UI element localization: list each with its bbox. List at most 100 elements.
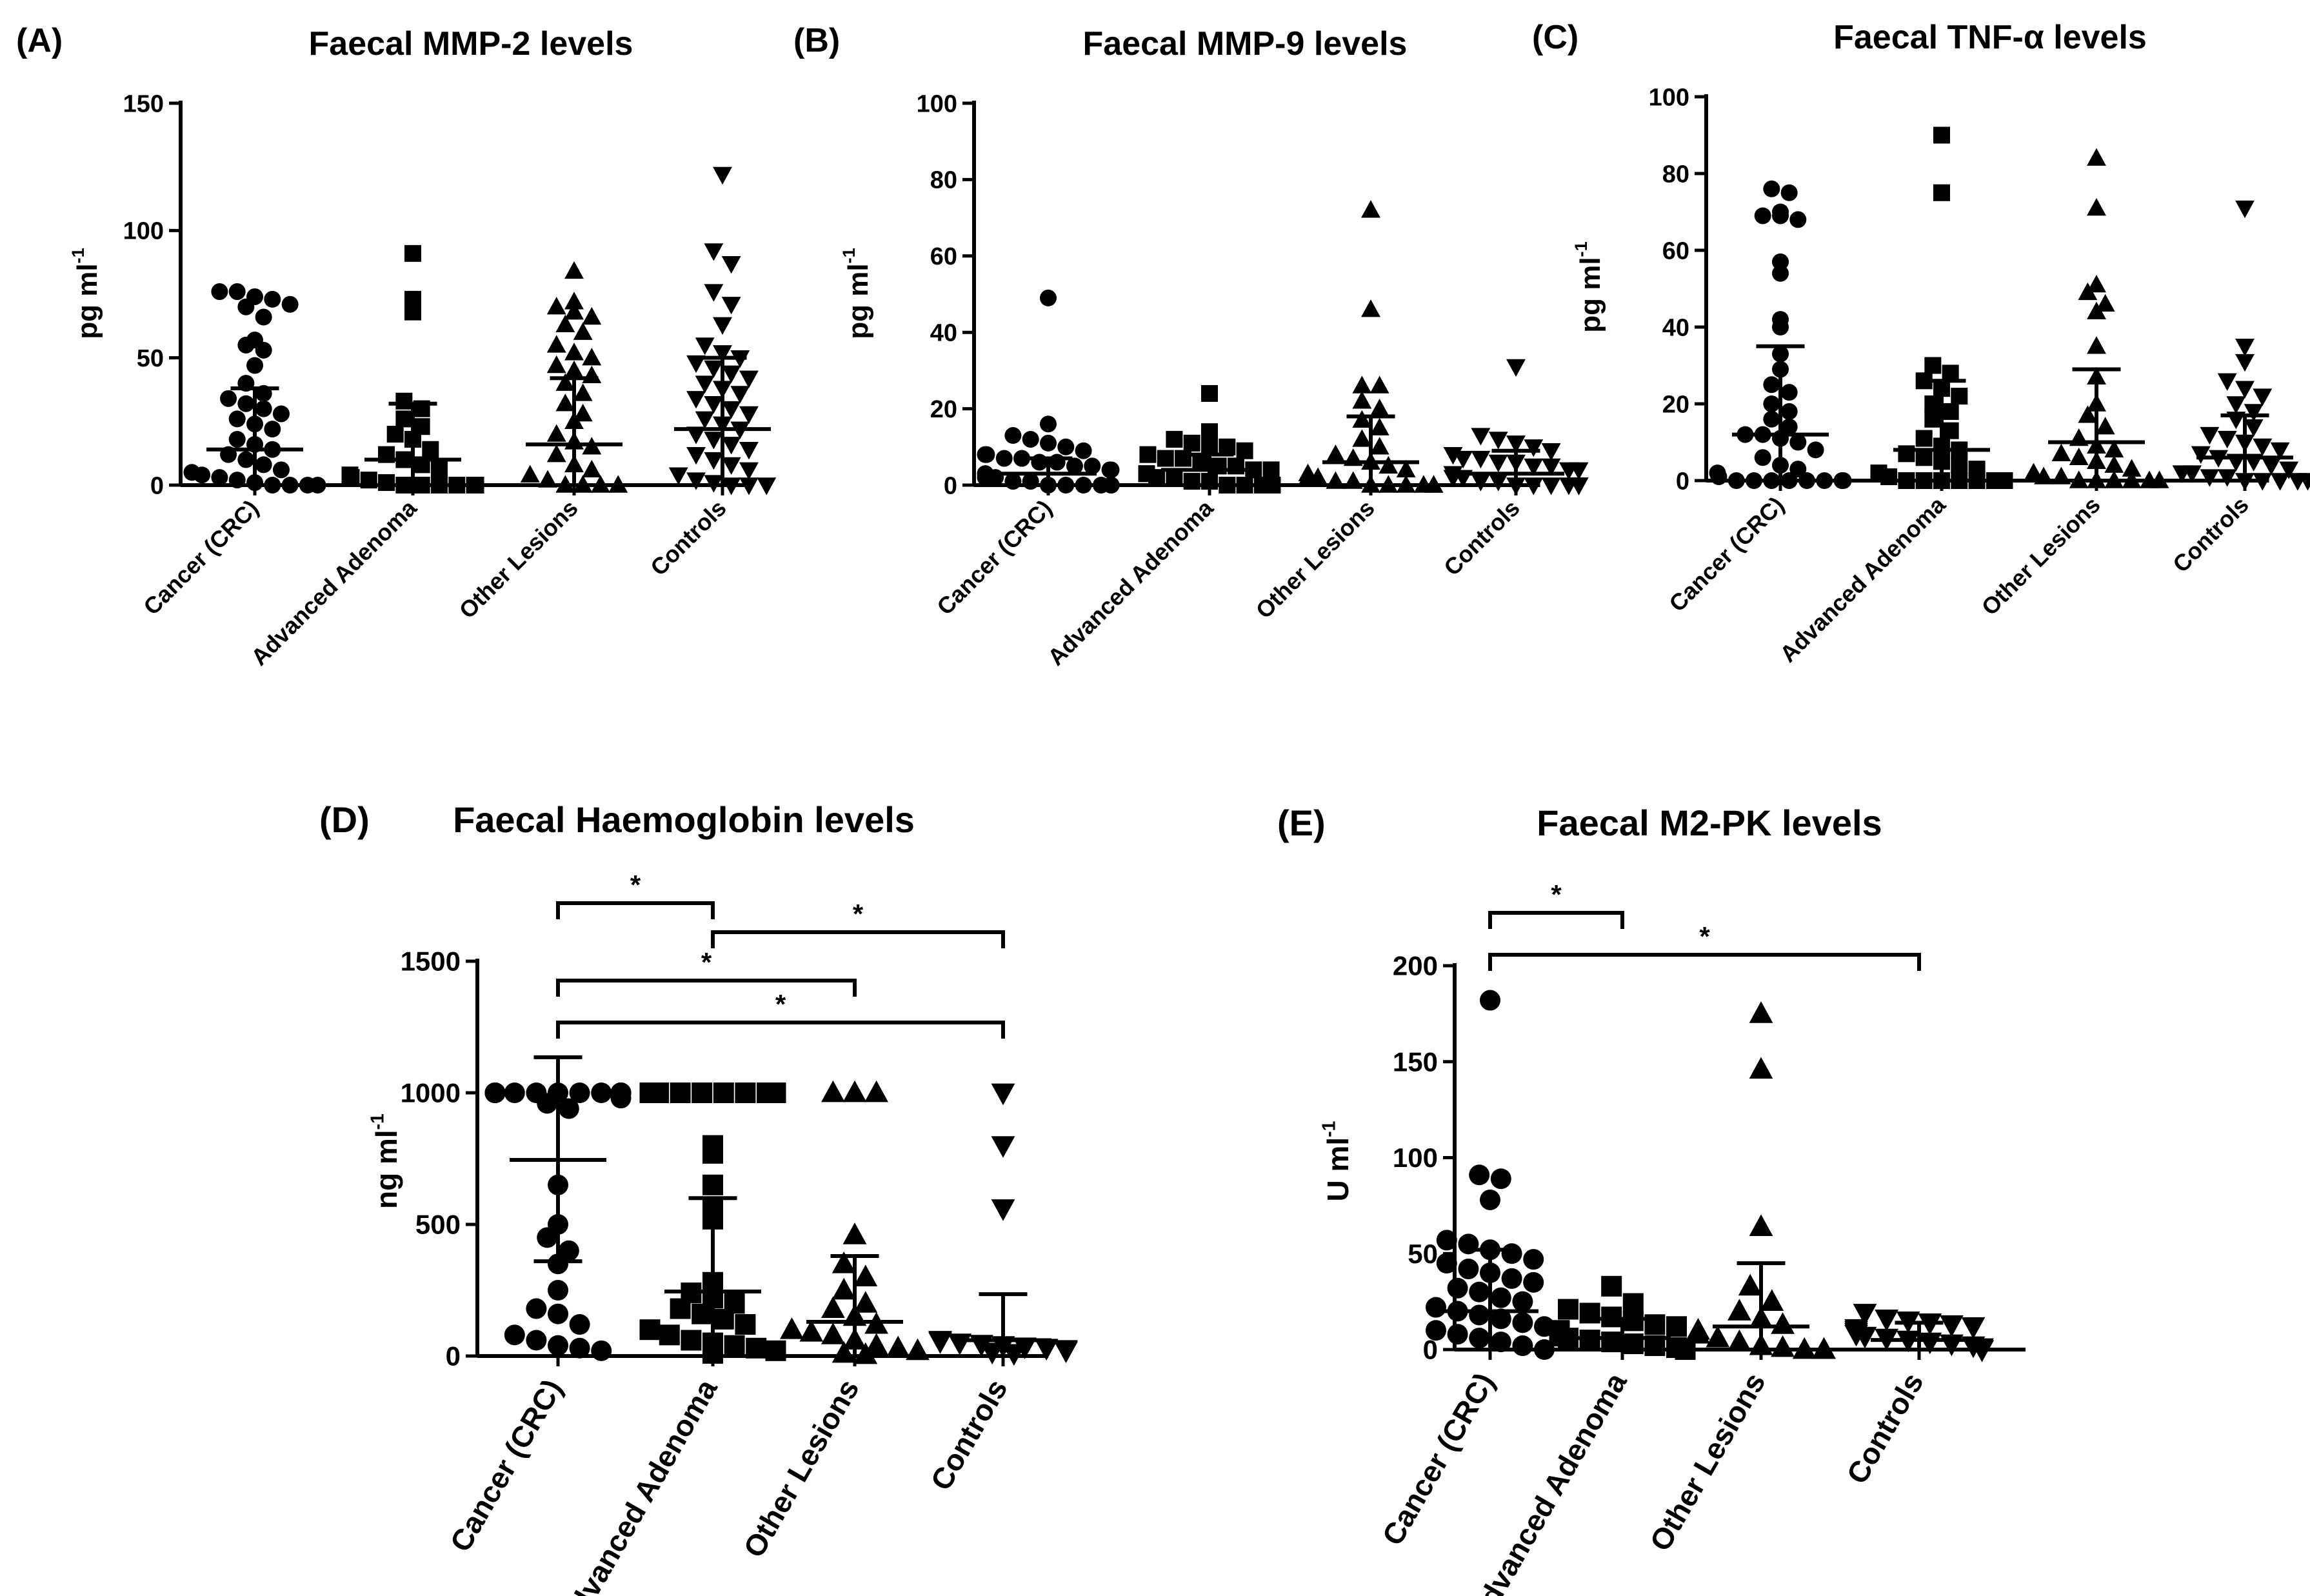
data-point xyxy=(2122,459,2142,477)
data-point xyxy=(264,421,281,438)
data-point xyxy=(591,475,610,493)
x-tick-label: Controls xyxy=(1840,1367,1930,1490)
data-point xyxy=(2024,463,2044,481)
data-point xyxy=(686,472,706,490)
x-tick-label: Cancer (CRC) xyxy=(931,495,1057,620)
data-point xyxy=(2244,419,2264,437)
data-point xyxy=(1780,384,1798,401)
data-point xyxy=(2034,466,2054,484)
data-point xyxy=(309,477,326,494)
data-point xyxy=(2104,455,2124,473)
data-point xyxy=(2217,469,2237,487)
panel-label: (A) xyxy=(16,22,63,59)
data-point xyxy=(608,475,628,493)
data-point xyxy=(1490,1287,1511,1308)
data-point xyxy=(395,410,413,428)
chart-title: Faecal MMP-9 levels xyxy=(1083,25,1408,63)
data-point xyxy=(422,441,439,458)
panel-d: (D) Faecal Haemoglobin levels ng ml-1 0 500 1… xyxy=(319,799,1078,1596)
data-point xyxy=(573,403,593,422)
data-point xyxy=(1541,477,1561,495)
data-point xyxy=(1369,399,1389,417)
data-point xyxy=(2051,466,2071,484)
data-point xyxy=(1853,1304,1877,1326)
y-tick-label: 100 xyxy=(1393,1142,1438,1173)
data-point xyxy=(538,470,557,488)
data-point xyxy=(1369,375,1389,394)
data-point xyxy=(1524,458,1544,476)
data-point xyxy=(695,375,715,394)
y-axis-label: pg ml-1 xyxy=(68,248,103,339)
data-point xyxy=(704,396,724,414)
data-point xyxy=(721,401,741,419)
data-point xyxy=(721,457,741,475)
data-point xyxy=(1031,454,1048,471)
data-point xyxy=(713,166,732,185)
data-point xyxy=(237,395,255,412)
data-point xyxy=(713,1082,734,1103)
data-point xyxy=(1579,1302,1600,1324)
panel-e: (E) Faecal M2-PK levels U ml-1 0 50 100 150 200… xyxy=(1277,803,2026,1596)
data-point xyxy=(1054,1341,1078,1364)
data-point xyxy=(1789,434,1807,451)
x-tick-label: Other Lesions xyxy=(737,1373,866,1563)
data-point xyxy=(721,297,741,315)
chart-title: Faecal MMP-2 levels xyxy=(309,25,633,63)
data-point xyxy=(1728,472,1745,489)
y-tick-label: 150 xyxy=(1393,1046,1438,1077)
data-point xyxy=(739,370,759,388)
data-point xyxy=(702,1174,723,1195)
data-point xyxy=(1763,376,1780,394)
data-point xyxy=(2095,294,2115,312)
data-point xyxy=(2298,473,2310,491)
data-point xyxy=(228,410,246,428)
data-point xyxy=(702,1142,723,1164)
data-point xyxy=(1569,462,1589,480)
data-point xyxy=(1227,457,1244,475)
data-point xyxy=(1780,418,1798,435)
data-point xyxy=(886,1335,910,1358)
data-point xyxy=(831,1277,856,1300)
data-point xyxy=(237,451,255,468)
data-point xyxy=(1706,1325,1730,1348)
data-point xyxy=(1772,253,1789,270)
data-point xyxy=(1789,211,1807,228)
data-point xyxy=(1469,1164,1490,1186)
data-point xyxy=(1666,1316,1687,1337)
x-tick-label: Controls xyxy=(645,495,732,581)
data-point xyxy=(765,1082,786,1103)
data-point xyxy=(2226,396,2246,414)
data-point xyxy=(799,1320,824,1342)
significance-star: * xyxy=(1551,879,1562,910)
data-point xyxy=(1201,423,1218,441)
data-point xyxy=(721,365,741,383)
data-point xyxy=(2182,465,2202,483)
panel-label: (B) xyxy=(793,22,840,59)
y-tick-label: 40 xyxy=(1662,314,1689,341)
data-point xyxy=(1469,1281,1490,1302)
y-tick-label: 150 xyxy=(123,90,164,117)
data-point xyxy=(1933,184,1950,201)
data-point xyxy=(1789,461,1807,478)
y-tick-label: 0 xyxy=(944,472,957,499)
data-point xyxy=(1057,438,1075,455)
data-point xyxy=(1453,450,1473,469)
data-point xyxy=(1236,442,1253,459)
data-point xyxy=(1763,395,1780,412)
data-point xyxy=(564,292,584,310)
significance-bracket xyxy=(1488,953,1921,971)
data-point xyxy=(1396,475,1416,493)
data-point xyxy=(573,383,593,401)
data-point xyxy=(2087,301,2106,319)
data-point xyxy=(1480,1189,1500,1210)
data-point xyxy=(228,430,246,448)
data-point xyxy=(1915,430,1933,447)
y-tick-label: 1000 xyxy=(401,1078,461,1108)
data-point xyxy=(1471,450,1491,469)
data-point xyxy=(582,365,602,383)
y-axis-label-text: pg ml xyxy=(72,263,103,339)
data-point xyxy=(194,466,211,484)
data-point xyxy=(668,467,688,485)
data-point xyxy=(1013,1337,1037,1359)
data-point xyxy=(1898,445,1915,463)
